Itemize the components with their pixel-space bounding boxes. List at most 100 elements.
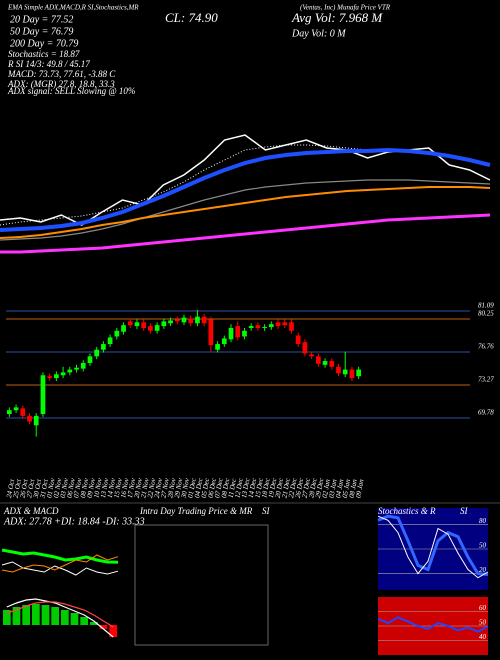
candle-body [107, 337, 113, 345]
series-line [0, 213, 491, 254]
series-line [0, 186, 491, 239]
x-tick-label: 02 Jan [321, 478, 332, 498]
x-tick-label: 30 Oct [32, 478, 44, 500]
y-tick-label: 50 [479, 619, 487, 627]
x-tick-label: 18 Dec [260, 477, 272, 499]
avg-vol: Avg Vol: 7.968 M [291, 10, 383, 25]
candle-body [262, 327, 267, 329]
candle-body [87, 356, 93, 363]
candle-body [201, 316, 207, 324]
legend-entry: MACD: 73.73, 77.61, -3.88 C [7, 69, 116, 79]
series-line [6, 598, 114, 638]
x-tick-label: 28 Nov [166, 477, 178, 499]
panel-title-end: SI [460, 506, 469, 516]
histogram-bar [109, 625, 118, 637]
x-tick-label: 12 Dec [233, 477, 245, 499]
panel-title: ADX & MACD [3, 506, 59, 516]
x-tick-label: 04 Dec [193, 477, 205, 499]
x-tick-label: 06 Nov [65, 477, 77, 499]
series-line [377, 515, 489, 579]
header-right: (Ventas, Inc) Munafa Price VTR [300, 4, 391, 12]
histogram-bar [60, 610, 69, 625]
x-tick-label: 14 Nov [106, 477, 118, 499]
candle-body [322, 361, 328, 365]
histogram-bar [2, 610, 11, 625]
y-tick-label: 69.78 [478, 409, 494, 417]
x-tick-label: 09 Jan [354, 478, 365, 498]
x-tick-label: 27 Oct [25, 478, 36, 499]
x-tick-label: 15 Dec [254, 477, 266, 499]
x-tick-label: 08 Dec [220, 477, 232, 499]
x-tick-label: 17 Nov [126, 477, 138, 499]
y-tick-label: 80.25 [478, 310, 494, 318]
x-tick-label: 07 Nov [72, 477, 84, 499]
series-line [1, 548, 119, 564]
candle-body [195, 316, 200, 324]
candle-body [275, 322, 281, 327]
y-tick-label: 73.27 [478, 376, 494, 384]
histogram-bar [51, 607, 60, 625]
x-tick-label: 22 Dec [287, 477, 299, 499]
legend-entry: 200 Day = 70.79 [10, 38, 78, 49]
x-tick-label: 02 Nov [52, 477, 64, 499]
candle-body [13, 407, 19, 411]
panel-subtitle: ADX: 27.78 +DI: 18.84 -DI: 33.33 [3, 516, 145, 527]
histogram-bar [41, 605, 50, 625]
candle-body [101, 344, 106, 350]
candle-body [7, 410, 12, 415]
x-tick-label: 04 Jan [334, 478, 345, 498]
x-tick-label: 26 Oct [18, 478, 29, 499]
intraday-title: Intra Day Trading Price & MR [139, 506, 253, 516]
x-tick-label: 29 Nov [173, 477, 185, 499]
x-tick-label: 16 Nov [119, 477, 131, 499]
adx-signal: ADX signal: SELL Slowing @ 10% [7, 86, 135, 96]
adx-label: ADX: (MGR) 27.8, 18.8, 33.3 [7, 79, 115, 89]
series-line [0, 179, 491, 241]
y-tick-label: 76.76 [478, 343, 494, 351]
histogram-bar [89, 622, 98, 625]
y-tick-label: 50 [479, 542, 487, 550]
x-tick-label: 01 Dec [186, 477, 198, 499]
x-tick-label: 07 Dec [213, 477, 225, 499]
candle-body [33, 415, 39, 426]
candle-body [174, 319, 180, 322]
x-tick-label: 03 Jan [327, 478, 338, 498]
day-vol: Day Vol: 0 M [291, 28, 346, 39]
candle-body [47, 376, 53, 379]
histogram-bar [70, 613, 79, 625]
x-tick-label: 29 Dec [314, 477, 326, 499]
x-tick-label: 20 Nov [133, 477, 145, 499]
header-left: EMA Simple ADX,MACD,R SI,Stochastics,MR [7, 4, 139, 12]
candle-body [40, 375, 46, 415]
candle-body [148, 326, 153, 331]
candle-body [336, 366, 341, 374]
candle-body [221, 338, 227, 345]
x-tick-label: 08 Jan [348, 478, 359, 498]
x-tick-label: 26 Dec [294, 477, 306, 499]
candle-body [342, 369, 348, 375]
candle-body [302, 342, 308, 354]
candle-body [94, 349, 100, 357]
legend-entry: 50 Day = 76.79 [10, 26, 73, 37]
candle-body [228, 327, 234, 340]
y-tick-label: 80 [479, 517, 487, 525]
x-tick-label: 05 Dec [200, 477, 212, 499]
legend-entry: Stochastics = 18.87 [8, 49, 80, 59]
candle-body [248, 326, 254, 328]
candle-body [20, 408, 26, 416]
histogram-bar [31, 604, 40, 625]
candle-body [141, 322, 147, 328]
x-tick-label: 21 Nov [139, 477, 151, 499]
candle-body [54, 374, 59, 379]
candle-body [121, 325, 126, 332]
x-tick-label: 01 Nov [45, 477, 57, 499]
x-tick-label: 27 Nov [160, 477, 172, 499]
series-line [377, 616, 489, 633]
close-label: CL: 74.90 [165, 10, 218, 25]
candle-body [168, 320, 173, 324]
candle-body [289, 322, 294, 331]
x-tick-label: 21 Dec [280, 477, 292, 499]
candle-body [134, 322, 140, 327]
